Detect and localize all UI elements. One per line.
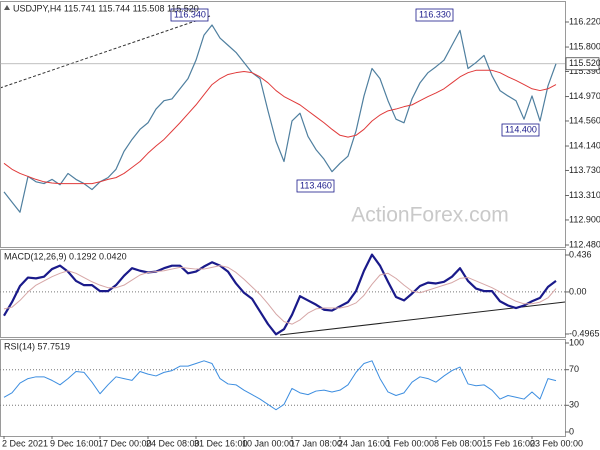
annotation-box — [415, 8, 454, 22]
series-line — [3, 24, 557, 213]
x-tick-label: 23 Feb 00:00 — [530, 438, 583, 448]
panel-frame — [0, 249, 566, 338]
x-tick-label: 17 Jan 08:00 — [290, 438, 342, 448]
annotation: 114.400 — [505, 124, 537, 134]
y-tick-label: 114.140 — [569, 140, 600, 150]
y-tick-label: 115.390 — [569, 66, 600, 76]
annotation: 116.330 — [419, 9, 451, 19]
annotation: 113.460 — [300, 180, 332, 190]
y-tick-label: 114.970 — [569, 91, 600, 101]
y-tick-label: -0.4965 — [569, 328, 600, 338]
y-tick-label: 30 — [569, 400, 579, 410]
y-tick-label: 116.220 — [569, 16, 600, 26]
series-line — [3, 265, 557, 325]
y-tick-label: 112.480 — [569, 239, 600, 249]
trend-line — [0, 15, 211, 89]
y-tick-label: 112.900 — [569, 214, 600, 224]
x-tick-label: 2 Dec 2021 — [2, 438, 48, 448]
annotation-box — [296, 179, 335, 193]
annotation-box — [170, 8, 209, 22]
x-tick-label: 24 Dec 08:00 — [146, 438, 200, 448]
x-tick-label: 1 Feb 00:00 — [386, 438, 434, 448]
y-tick-label: 113.310 — [569, 190, 600, 200]
x-tick-label: 10 Jan 00:00 — [242, 438, 294, 448]
last-price-label: 115.520 — [569, 58, 600, 68]
y-tick-label: 115.800 — [569, 41, 600, 51]
panel-frame — [0, 339, 566, 437]
panel-title: MACD(12,26,9) 0.1292 0.0420 — [4, 251, 127, 261]
y-tick-label: 70 — [569, 364, 579, 374]
panel-title: RSI(14) 57.7519 — [4, 341, 70, 351]
y-tick-label: 0 — [569, 426, 574, 436]
y-tick-label: 100 — [569, 337, 584, 347]
x-tick-label: 24 Jan 16:00 — [338, 438, 390, 448]
y-tick-label: 0.436 — [569, 249, 592, 259]
panel-frame — [0, 1, 566, 248]
y-tick-label: 114.560 — [569, 115, 600, 125]
x-tick-label: 15 Feb 16:00 — [482, 438, 535, 448]
series-line — [3, 253, 557, 336]
x-tick-label: 8 Feb 08:00 — [434, 438, 482, 448]
watermark: ActionForex.com — [351, 204, 509, 227]
x-tick-label: 31 Dec 16:00 — [194, 438, 248, 448]
x-tick-label: 9 Dec 16:00 — [50, 438, 99, 448]
annotation: 116.340 — [174, 9, 206, 19]
series-line — [3, 360, 557, 411]
last-price-box — [565, 57, 600, 71]
y-tick-label: 113.730 — [569, 165, 600, 175]
series-line — [3, 69, 557, 185]
collapse-icon — [4, 5, 10, 10]
x-tick-label: 17 Dec 00:00 — [98, 438, 152, 448]
annotation-box — [501, 123, 540, 137]
y-tick-label: 0.00 — [569, 286, 587, 296]
panel-title: USDJPY,H4 115.741 115.744 115.508 115.52… — [13, 3, 199, 13]
